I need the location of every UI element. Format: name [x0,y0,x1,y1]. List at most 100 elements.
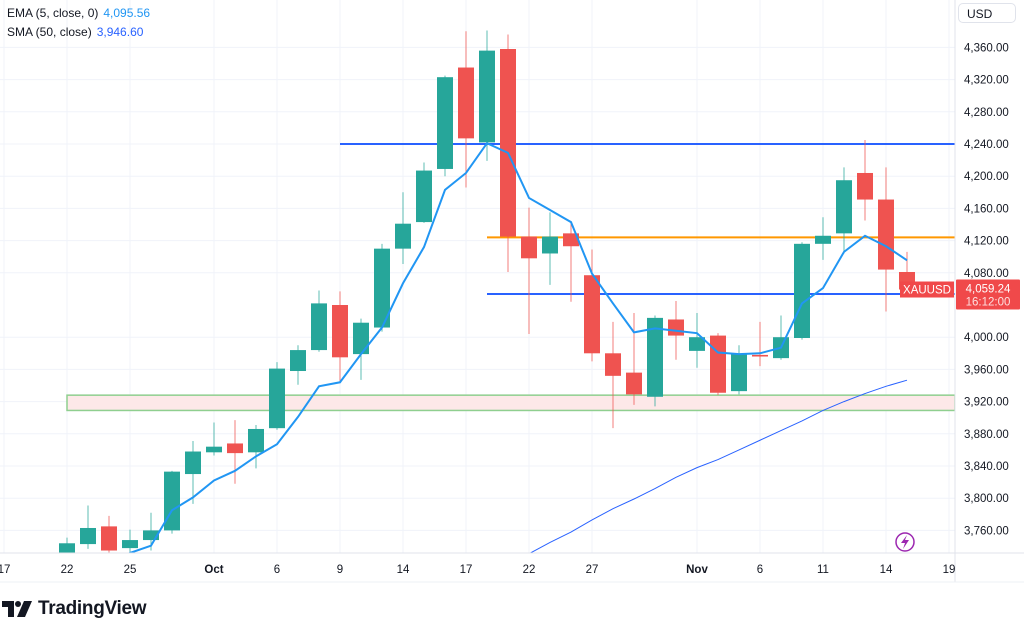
candle-body [395,223,411,249]
candle-body [269,368,285,429]
candle[interactable] [731,345,747,395]
candle[interactable] [626,313,642,405]
time-tick-label: 22 [61,564,74,576]
time-tick-label: 22 [523,564,536,576]
time-tick-label: 25 [124,564,137,576]
candle[interactable] [185,441,201,504]
time-tick-label: 14 [880,564,893,576]
price-tick-label: 4,120.00 [964,236,1009,248]
candle[interactable] [80,505,96,549]
candle-body [353,322,369,355]
candle[interactable] [605,321,621,429]
candle[interactable] [689,313,705,368]
candle[interactable] [353,318,369,380]
price-tick-label: 3,840.00 [964,461,1009,473]
time-tick-label: 6 [274,564,280,576]
price-tick-label: 4,000.00 [964,332,1009,344]
candle[interactable] [290,345,306,385]
candle[interactable] [836,167,852,254]
candle-body [206,446,222,453]
candle[interactable] [752,321,768,367]
candle-body [710,335,726,393]
candle[interactable] [269,362,285,430]
candle[interactable] [332,291,348,383]
candle-body [416,170,432,223]
candle-body [290,350,306,372]
candle-body [731,354,747,392]
candle[interactable] [647,315,663,407]
candle[interactable] [458,31,474,188]
support-zone[interactable] [66,394,955,412]
candle[interactable] [122,529,138,554]
time-tick-label: 11 [817,564,829,576]
symbol-label-box [900,281,954,298]
price-tick-label: 4,280.00 [964,107,1009,119]
ema-label: EMA (5, close, 0) [7,6,99,20]
candle-body [584,275,600,354]
candle[interactable] [542,212,558,285]
candle-body [647,317,663,397]
time-tick-label: 9 [337,564,343,576]
ema-legend-row[interactable]: EMA (5, close, 0) 4,095.56 [7,4,150,23]
lightning-icon[interactable] [895,532,915,552]
candle-body [458,67,474,139]
time-tick-label: Oct [204,564,223,576]
candle[interactable] [521,207,537,334]
time-tick-label: 17 [460,564,473,576]
currency-button[interactable]: USD [958,3,1016,23]
symbol-label: XAUUSD [903,285,951,297]
candle-body [185,451,201,475]
candle[interactable] [59,537,75,578]
candle[interactable] [815,217,831,260]
candle[interactable] [437,75,453,177]
bar-countdown: 16:12:00 [966,297,1011,309]
candle[interactable] [416,162,432,223]
candle[interactable] [101,515,117,555]
sma-label: SMA (50, close) [7,25,92,39]
candle-body [122,540,138,549]
time-tick-label: 14 [397,564,410,576]
time-tick-label: 27 [586,564,599,576]
candle-body [248,428,264,453]
candle[interactable] [311,290,327,352]
candle-body [668,319,684,336]
candle-body [815,235,831,244]
candle[interactable] [794,242,810,340]
candle-body [752,354,768,357]
sma-value: 3,946.60 [96,25,144,39]
candle-body [80,527,96,545]
sma-line[interactable] [529,379,908,554]
candle[interactable] [857,139,873,221]
candle-body [374,248,390,328]
candle[interactable] [878,167,894,312]
price-tick-label: 3,880.00 [964,429,1009,441]
tradingview-logo[interactable]: TradingView [2,598,147,620]
ema-line[interactable] [109,141,908,566]
candle[interactable] [479,30,495,161]
candle-body [878,199,894,270]
price-tick-label: 4,160.00 [964,203,1009,215]
candle-body [542,236,558,254]
candle[interactable] [227,420,243,484]
candle[interactable] [584,249,600,362]
price-tick-label: 3,960.00 [964,364,1009,376]
candle[interactable] [395,192,411,264]
price-tick-label: 4,360.00 [964,42,1009,54]
time-tick-label: Nov [686,564,708,576]
candle-body [59,543,75,553]
candle[interactable] [206,422,222,456]
candle[interactable] [710,333,726,396]
plot-area[interactable] [59,30,955,577]
price-tick-label: 4,240.00 [964,139,1009,151]
candle[interactable] [164,470,180,534]
last-price-badge [956,279,1020,310]
sma-legend-row[interactable]: SMA (50, close) 3,946.60 [7,23,150,42]
candle[interactable] [374,243,390,332]
candle-body [857,172,873,200]
ema-value: 4,095.56 [103,6,151,20]
candle[interactable] [563,223,579,302]
candle-body [836,180,852,234]
price-tick-label: 3,800.00 [964,493,1009,505]
candle[interactable] [248,424,264,469]
